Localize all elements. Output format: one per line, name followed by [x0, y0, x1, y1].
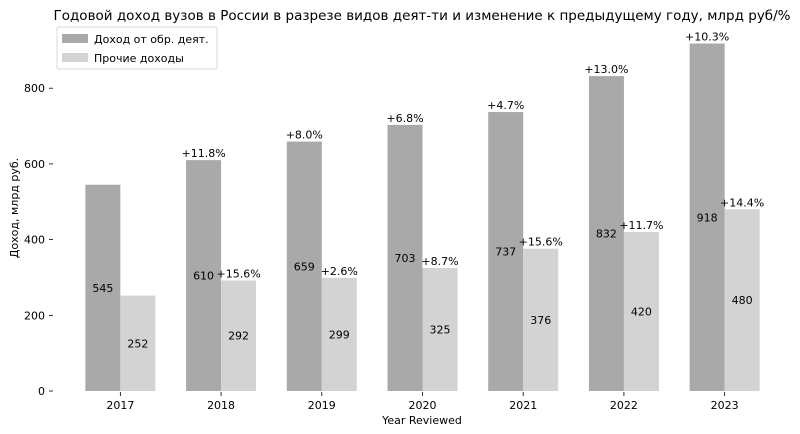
bar-series-1	[689, 43, 725, 392]
bar-value-label: 832	[596, 228, 617, 241]
bar-series-1	[286, 141, 322, 391]
bar-series-2	[523, 248, 559, 391]
y-axis-ticks: 0 200 400 600 800	[24, 82, 53, 398]
legend-swatch-series-2	[62, 53, 88, 62]
change-label: +11.7%	[619, 219, 663, 232]
bar-value-label: 703	[395, 252, 416, 265]
bar-series-2	[623, 232, 659, 391]
legend: Доход от обр. деят. Прочие доходы	[56, 26, 218, 70]
bar-series-1	[588, 76, 624, 392]
bars	[85, 43, 760, 392]
y-tick-label: 0	[38, 385, 45, 398]
legend-swatch-series-1	[62, 34, 88, 43]
bar-series-2	[321, 277, 357, 391]
y-tick-label: 600	[24, 158, 45, 171]
bar-series-2	[724, 209, 760, 391]
legend-label-series-1: Доход от обр. деят.	[94, 33, 209, 46]
x-tick-label: 2019	[308, 399, 336, 412]
bar-series-2	[221, 280, 257, 391]
bar-series-1	[387, 124, 423, 392]
x-tick-label: 2018	[207, 399, 235, 412]
bar-value-label: 292	[228, 330, 249, 343]
change-label: +4.7%	[487, 99, 524, 112]
bar-value-label: 299	[329, 328, 350, 341]
y-axis-label: Доход, млрд руб.	[8, 158, 21, 258]
x-tick-label: 2017	[106, 399, 134, 412]
x-tick-label: 2020	[409, 399, 437, 412]
y-tick-label: 400	[24, 234, 45, 247]
change-label: +10.3%	[685, 31, 729, 44]
change-label: +8.0%	[286, 129, 323, 142]
change-label: +11.8%	[181, 147, 225, 160]
bar-series-2	[422, 267, 458, 391]
data-labels: 545 252 610 +11.8% 292 +15.6% 659 +8.0% 299 +2.6%…	[92, 31, 764, 351]
x-axis-ticks: 2017 2018 2019 2020 2021 2022 2023	[106, 392, 739, 412]
bar-value-label: 610	[193, 270, 214, 283]
x-axis-label: Year Reviewed	[381, 414, 462, 427]
bar-value-label: 659	[294, 260, 315, 273]
change-label: +13.0%	[584, 63, 628, 76]
change-label: +2.6%	[321, 265, 358, 278]
legend-frame	[56, 26, 218, 70]
bar-value-label: 420	[631, 306, 652, 319]
change-label: +8.7%	[421, 255, 458, 268]
bar-value-label: 252	[127, 337, 148, 350]
bar-series-1	[186, 160, 222, 391]
bar-series-2	[120, 295, 156, 391]
change-label: +15.6%	[216, 267, 260, 280]
y-tick-label: 800	[24, 82, 45, 95]
bar-series-1	[488, 112, 524, 391]
bar-series-1	[85, 184, 121, 391]
y-tick-label: 200	[24, 309, 45, 322]
bar-value-label: 480	[732, 294, 753, 307]
change-label: +14.4%	[720, 196, 764, 209]
change-label: +6.8%	[386, 112, 423, 125]
bar-value-label: 376	[530, 314, 551, 327]
bar-value-label: 545	[92, 282, 113, 295]
chart-title: Годовой доход вузов в России в разрезе в…	[53, 8, 790, 24]
x-tick-label: 2022	[610, 399, 638, 412]
bar-value-label: 737	[495, 246, 516, 259]
bar-value-label: 325	[430, 323, 451, 336]
change-label: +15.6%	[519, 236, 563, 249]
x-tick-label: 2021	[509, 399, 537, 412]
x-tick-label: 2023	[711, 399, 739, 412]
legend-label-series-2: Прочие доходы	[94, 52, 184, 65]
bar-value-label: 918	[697, 211, 718, 224]
